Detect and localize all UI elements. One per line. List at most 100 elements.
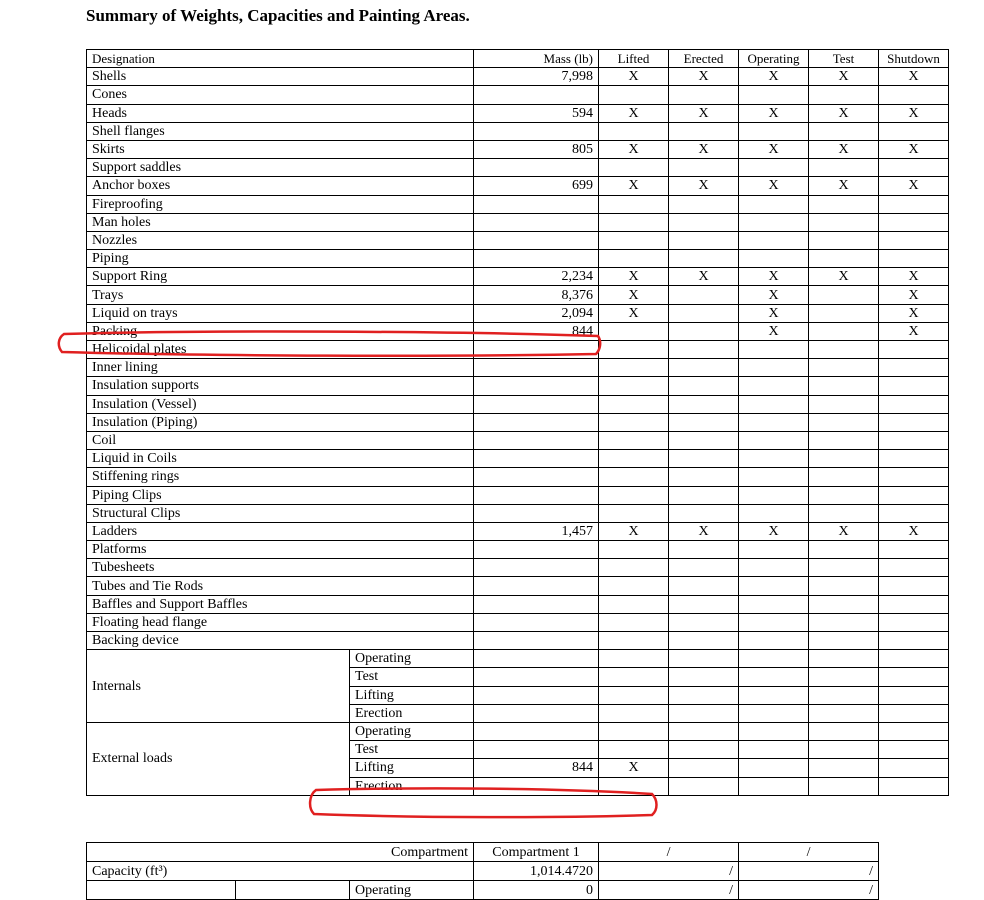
mark-cell	[598, 249, 670, 269]
mass-cell: 699	[473, 176, 600, 196]
mark-cell	[738, 212, 810, 232]
mark-cell	[738, 576, 810, 596]
table-row: Nozzles	[85, 230, 950, 251]
mark-cell	[878, 630, 950, 651]
header-designation: Designation	[85, 48, 475, 69]
mark-cell: X	[598, 285, 670, 305]
header-shutdown: Shutdown	[878, 48, 950, 69]
table-row: Baffles and Support Baffles	[85, 594, 950, 614]
mark-cell	[878, 776, 950, 796]
mark-cell	[878, 612, 950, 633]
mark-cell: X	[668, 139, 740, 160]
mark-cell	[808, 685, 880, 705]
mass-cell	[473, 158, 600, 178]
mass-cell	[473, 358, 600, 378]
mark-cell	[598, 430, 670, 451]
mark-cell	[668, 685, 740, 705]
mark-cell: X	[668, 267, 740, 287]
mark-cell	[598, 121, 670, 141]
table-row: Coil	[85, 430, 950, 451]
mark-cell: X	[598, 176, 670, 196]
table-row: Support saddles	[85, 158, 950, 178]
mark-cell	[738, 667, 810, 687]
mark-cell	[808, 467, 880, 487]
mark-cell	[668, 394, 740, 414]
mark-cell	[808, 321, 880, 342]
mark-cell	[878, 594, 950, 614]
table-row: Floating head flange	[85, 612, 950, 633]
mark-cell: X	[878, 321, 950, 342]
mark-cell	[878, 412, 950, 432]
mark-cell	[598, 194, 670, 214]
mark-cell	[738, 430, 810, 451]
header-test: Test	[808, 48, 880, 69]
table-row: Erection	[87, 703, 950, 723]
mark-cell	[738, 612, 810, 633]
mark-cell	[668, 230, 740, 251]
table-row: Fireproofing	[85, 194, 950, 214]
designation-cell: Nozzles	[85, 230, 475, 251]
mark-cell	[808, 630, 880, 651]
mark-cell: X	[738, 139, 810, 160]
designation-cell: Tubesheets	[85, 558, 475, 578]
mark-cell	[668, 303, 740, 323]
mass-cell	[473, 467, 600, 487]
header-erected: Erected	[668, 48, 740, 69]
table-row: Liquid on trays 2,094 X X X	[85, 303, 950, 323]
mark-cell	[738, 558, 810, 578]
designation-cell: Backing device	[85, 630, 475, 651]
mark-cell	[598, 394, 670, 414]
mark-cell	[878, 758, 950, 778]
mark-cell	[738, 85, 810, 105]
weights-table: Designation Mass (lb) Lifted Erected Operati…	[85, 48, 950, 796]
mark-cell	[808, 285, 880, 305]
mark-cell: X	[598, 103, 670, 123]
mark-cell	[738, 249, 810, 269]
mass-cell	[473, 630, 600, 651]
mark-cell	[668, 776, 740, 796]
mark-cell	[878, 194, 950, 214]
sub-designation-cell: Operating	[348, 649, 475, 669]
table-row: Support Ring 2,234 X X X X X	[85, 267, 950, 287]
mark-cell	[808, 649, 880, 669]
table-row: Internals Operating	[86, 649, 950, 723]
mark-cell	[738, 121, 810, 141]
capacity-value-2: /	[598, 861, 740, 881]
designation-cell: Liquid in Coils	[85, 449, 475, 469]
compartment-3: /	[738, 842, 880, 862]
mark-cell	[598, 685, 670, 705]
mark-cell: X	[808, 176, 880, 196]
mark-cell: X	[738, 103, 810, 123]
mark-cell	[738, 449, 810, 469]
table-row: Insulation (Vessel)	[85, 394, 950, 414]
mark-cell	[878, 230, 950, 251]
mark-cell	[668, 430, 740, 451]
mark-cell: X	[598, 758, 670, 778]
mark-cell	[808, 230, 880, 251]
header-row: Designation Mass (lb) Lifted Erected Operati…	[85, 48, 950, 69]
designation-cell: Coil	[85, 430, 475, 451]
mass-cell: 2,094	[473, 303, 600, 323]
designation-cell: Piping Clips	[85, 485, 475, 505]
mark-cell	[668, 503, 740, 523]
mark-cell	[738, 649, 810, 669]
mass-cell: 2,234	[473, 267, 600, 287]
mark-cell	[668, 485, 740, 505]
mark-cell	[808, 667, 880, 687]
mark-cell	[738, 158, 810, 178]
designation-cell: Helicoidal plates	[85, 339, 475, 360]
table-row: Test	[87, 740, 950, 760]
mark-cell	[878, 449, 950, 469]
mark-cell: X	[598, 267, 670, 287]
mark-cell	[878, 121, 950, 141]
mark-cell	[598, 612, 670, 633]
mark-cell	[738, 339, 810, 360]
mark-cell: X	[808, 521, 880, 542]
table-row: Test	[87, 667, 950, 687]
mark-cell	[598, 649, 670, 669]
mark-cell: X	[598, 139, 670, 160]
table-row: Inner lining	[85, 358, 950, 378]
mark-cell	[878, 430, 950, 451]
table-row: Stiffening rings	[85, 467, 950, 487]
mark-cell	[738, 194, 810, 214]
